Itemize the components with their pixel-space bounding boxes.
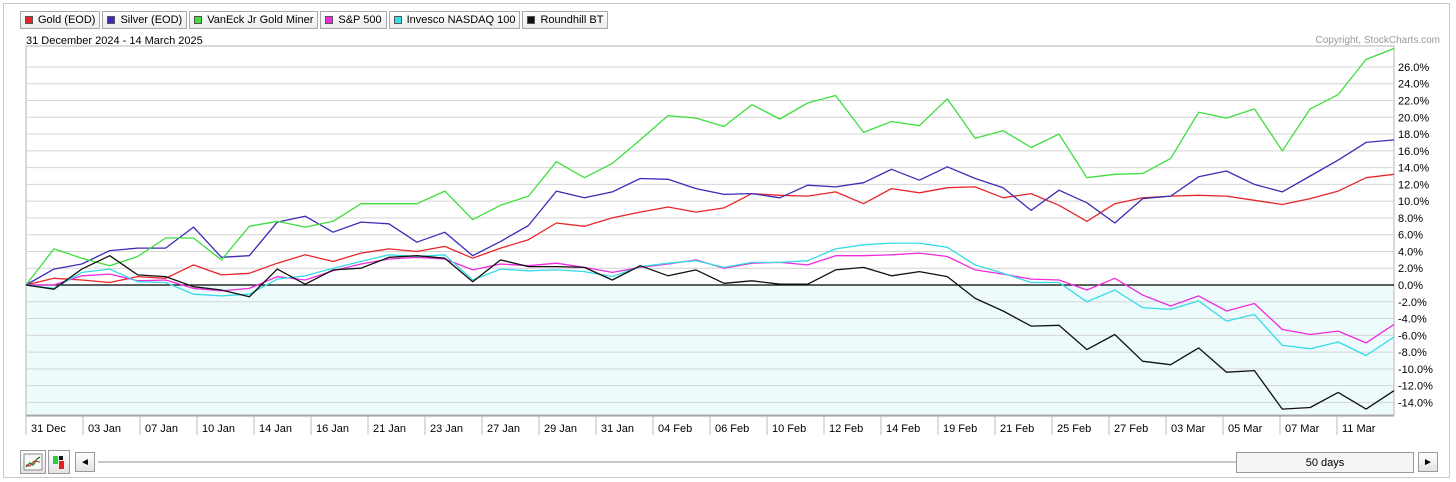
series-line <box>25 139 1395 286</box>
plot-area <box>25 45 1395 416</box>
scroll-right-button[interactable]: ► <box>1418 452 1438 472</box>
x-tick-label: 23 Jan <box>430 423 463 435</box>
line-chart-icon <box>23 453 43 471</box>
y-tick-label: 12.0% <box>1398 179 1429 191</box>
x-tick-label: 07 Jan <box>145 423 178 435</box>
x-tick-label: 19 Feb <box>943 423 977 435</box>
legend-item[interactable]: Invesco NASDAQ 100 <box>388 11 521 29</box>
legend-item[interactable]: Silver (EOD) <box>102 11 188 29</box>
legend-label: Roundhill BT <box>540 14 604 26</box>
y-tick-label: 18.0% <box>1398 129 1429 141</box>
scroll-track[interactable] <box>98 461 1238 463</box>
y-tick-label: 16.0% <box>1398 146 1429 158</box>
legend-item[interactable]: Roundhill BT <box>522 11 609 29</box>
x-tick-label: 06 Feb <box>715 423 749 435</box>
x-tick-label: 31 Dec <box>31 423 66 435</box>
x-tick-label: 25 Feb <box>1057 423 1091 435</box>
legend: Gold (EOD) Silver (EOD) VanEck Jr Gold Min… <box>20 11 609 29</box>
x-tick-label: 27 Feb <box>1114 423 1148 435</box>
bar-color-icon <box>53 456 64 469</box>
x-tick-label: 21 Feb <box>1000 423 1034 435</box>
x-tick-label: 29 Jan <box>544 423 577 435</box>
series-line <box>25 255 1395 410</box>
legend-swatch <box>194 16 203 24</box>
legend-label: Invesco NASDAQ 100 <box>406 14 516 26</box>
y-tick-label: 22.0% <box>1398 96 1429 108</box>
series-line <box>25 47 1395 286</box>
y-tick-label: 4.0% <box>1398 246 1423 258</box>
candlestick-toggle-icon[interactable] <box>48 450 70 474</box>
x-tick-label: 31 Jan <box>601 423 634 435</box>
y-tick-label: -10.0% <box>1398 364 1433 376</box>
x-tick-label: 07 Mar <box>1285 423 1320 435</box>
x-tick-label: 16 Jan <box>316 423 349 435</box>
y-tick-label: -8.0% <box>1398 347 1427 359</box>
legend-item[interactable]: Gold (EOD) <box>20 11 101 29</box>
y-tick-label: 26.0% <box>1398 62 1429 74</box>
y-tick-label: 20.0% <box>1398 112 1429 124</box>
x-tick-label: 03 Mar <box>1171 423 1206 435</box>
x-tick-label: 14 Jan <box>259 423 292 435</box>
legend-swatch <box>25 16 33 24</box>
scroll-left-button[interactable]: ◄ <box>75 452 95 472</box>
range-selector[interactable]: 50 days <box>1236 452 1414 473</box>
legend-label: Gold (EOD) <box>38 14 96 26</box>
negative-region <box>26 285 1394 415</box>
legend-label: Silver (EOD) <box>120 14 183 26</box>
y-tick-label: 14.0% <box>1398 163 1429 175</box>
y-tick-label: 0.0% <box>1398 280 1423 292</box>
copyright-label: Copyright, StockCharts.com <box>1315 35 1441 46</box>
y-tick-label: -2.0% <box>1398 297 1427 309</box>
x-tick-label: 14 Feb <box>886 423 920 435</box>
legend-label: VanEck Jr Gold Miner <box>207 14 314 26</box>
y-tick-label: 8.0% <box>1398 213 1423 225</box>
legend-item[interactable]: VanEck Jr Gold Miner <box>189 11 319 29</box>
chart-controls: ◄ 50 days ► <box>20 450 1438 474</box>
y-tick-label: 6.0% <box>1398 230 1423 242</box>
legend-swatch <box>527 16 536 24</box>
legend-item[interactable]: S&P 500 <box>320 11 387 29</box>
x-tick-label: 03 Jan <box>88 423 121 435</box>
chart-type-icon[interactable] <box>20 450 46 474</box>
y-tick-label: 2.0% <box>1398 263 1423 275</box>
x-tick-label: 05 Mar <box>1228 423 1263 435</box>
legend-swatch <box>393 16 402 24</box>
x-tick-label: 21 Jan <box>373 423 406 435</box>
x-tick-label: 10 Feb <box>772 423 806 435</box>
legend-swatch <box>325 16 334 24</box>
x-tick-label: 12 Feb <box>829 423 863 435</box>
x-tick-label: 10 Jan <box>202 423 235 435</box>
y-tick-label: 24.0% <box>1398 79 1429 91</box>
y-tick-label: 10.0% <box>1398 196 1429 208</box>
x-tick-label: 04 Feb <box>658 423 692 435</box>
date-range-label: 31 December 2024 - 14 March 2025 <box>26 35 203 47</box>
y-tick-label: -6.0% <box>1398 330 1427 342</box>
y-tick-label: -4.0% <box>1398 314 1427 326</box>
x-tick-label: 27 Jan <box>487 423 520 435</box>
y-tick-label: -14.0% <box>1398 397 1433 409</box>
x-tick-label: 11 Mar <box>1342 423 1376 435</box>
y-tick-label: -12.0% <box>1398 381 1433 393</box>
legend-swatch <box>107 16 116 24</box>
legend-label: S&P 500 <box>338 14 382 26</box>
